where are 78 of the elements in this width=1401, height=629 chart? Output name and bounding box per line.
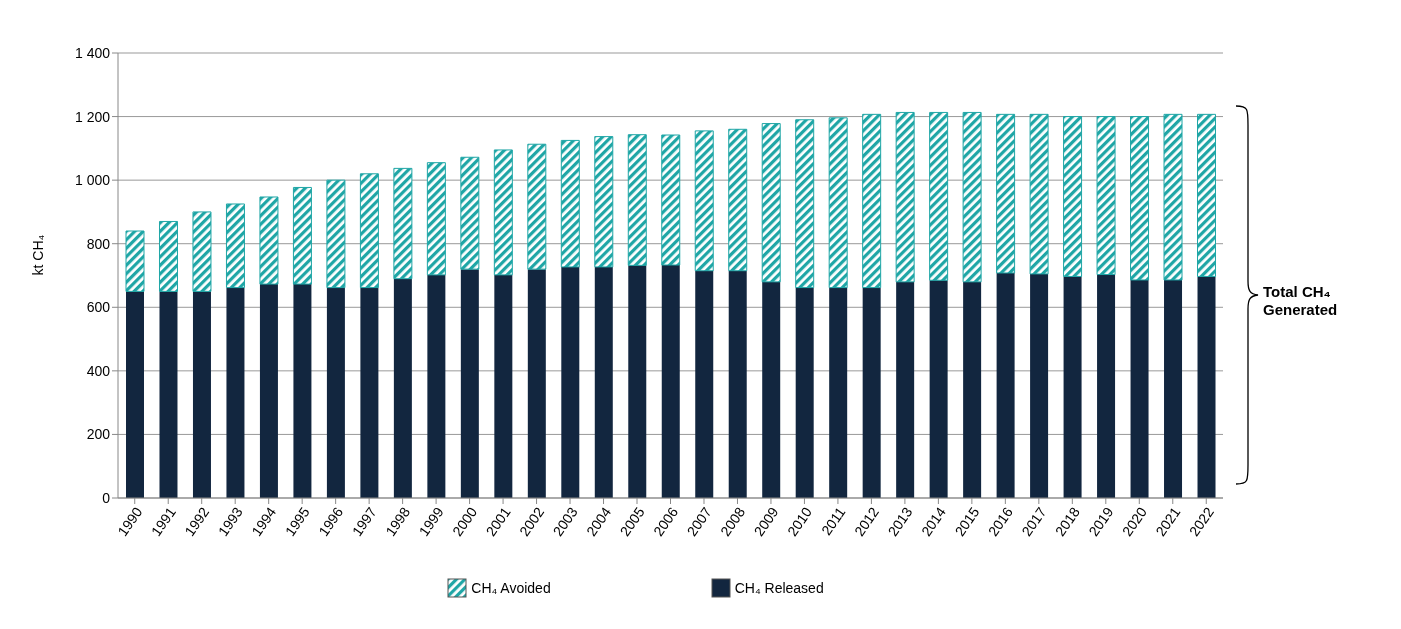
bar — [561, 266, 580, 498]
legend-label: CH₄ Released — [734, 580, 824, 596]
bar — [159, 291, 178, 498]
bar — [560, 139, 580, 268]
bar — [896, 281, 915, 498]
bar — [359, 173, 379, 289]
bar — [695, 270, 714, 498]
bar — [762, 281, 781, 498]
bar — [192, 291, 211, 498]
bar — [594, 136, 614, 268]
bar — [795, 287, 814, 498]
bar — [996, 113, 1016, 274]
bar — [694, 130, 714, 272]
bar — [628, 265, 647, 498]
bar — [360, 287, 379, 498]
y-tick-label: 0 — [102, 489, 111, 506]
bar — [862, 113, 882, 289]
bar — [527, 143, 547, 270]
bar — [426, 162, 446, 276]
bar — [225, 203, 245, 289]
bar — [929, 280, 948, 498]
y-tick-label: 400 — [86, 362, 111, 379]
legend-label: CH₄ Avoided — [471, 580, 551, 596]
bar — [259, 196, 279, 285]
bar — [1197, 113, 1217, 277]
bar — [460, 269, 479, 498]
y-tick-label: 1 400 — [74, 44, 111, 61]
bar — [292, 186, 312, 285]
bar — [761, 123, 781, 283]
y-tick-label: 800 — [86, 235, 111, 252]
bar — [326, 287, 345, 498]
bar — [293, 284, 312, 498]
bar — [1197, 276, 1216, 498]
bar — [259, 284, 278, 498]
bar — [326, 179, 346, 289]
bar — [1130, 279, 1149, 498]
bar — [1063, 116, 1083, 277]
bar — [1164, 279, 1183, 498]
bar — [158, 220, 178, 292]
bar — [996, 272, 1015, 498]
bar — [594, 266, 613, 498]
bar — [393, 278, 412, 498]
bar — [962, 111, 982, 283]
bar — [393, 167, 413, 280]
bar — [728, 128, 748, 272]
bar — [1097, 274, 1116, 498]
bar — [1030, 273, 1049, 498]
y-tick-label: 1 000 — [74, 172, 111, 189]
bar — [862, 287, 881, 498]
bar — [493, 149, 513, 276]
bar — [1163, 113, 1183, 281]
bar — [1096, 116, 1116, 276]
bar — [661, 265, 680, 498]
bar — [795, 119, 815, 289]
bar — [1130, 116, 1150, 281]
text: Total CH₄ Generated — [1263, 283, 1339, 319]
bar — [527, 269, 546, 498]
y-tick-label: 1 200 — [74, 108, 111, 125]
y-tick-label: 200 — [86, 426, 111, 443]
bar — [963, 281, 982, 498]
bar — [829, 287, 848, 498]
bar — [125, 230, 145, 292]
bar — [661, 134, 681, 266]
y-tick-label: 600 — [86, 299, 111, 316]
bar — [192, 211, 212, 292]
bar — [895, 111, 915, 283]
bar — [460, 156, 480, 270]
bar — [828, 117, 848, 289]
bar — [494, 274, 513, 498]
bar — [126, 291, 144, 498]
bar — [929, 111, 949, 281]
bar — [1063, 276, 1082, 498]
bar — [427, 274, 446, 498]
bar — [226, 287, 245, 498]
bar — [627, 134, 647, 266]
bar — [1029, 113, 1049, 275]
y-axis-title: kt CH₄ — [29, 234, 46, 276]
bar — [728, 270, 747, 498]
